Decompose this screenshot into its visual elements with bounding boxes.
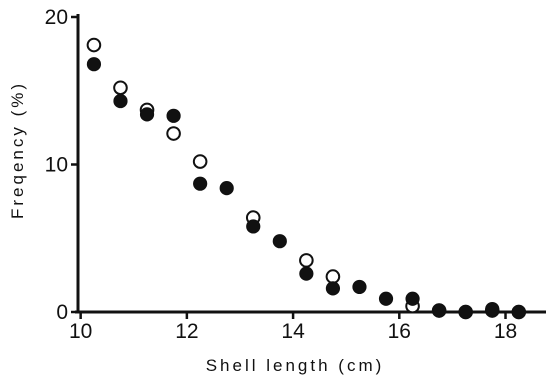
y-tick-label: 0 — [56, 301, 68, 324]
filled-circle-point — [432, 303, 447, 318]
filled-circle-point — [86, 57, 102, 72]
filled-circle-point — [378, 291, 394, 306]
y-tick-label: 20 — [45, 6, 68, 29]
filled-circle-point — [272, 234, 287, 249]
filled-circle-point — [193, 176, 208, 191]
data-points — [86, 37, 527, 320]
filled-circle-point — [325, 281, 341, 296]
filled-circle-point — [113, 93, 128, 109]
open-circle-point — [113, 80, 128, 96]
open-circle-point — [325, 269, 341, 284]
x-tick-label: 10 — [69, 320, 92, 343]
filled-circle-point — [511, 304, 526, 320]
filled-circle-point — [458, 304, 473, 320]
open-circle-point — [299, 253, 314, 268]
x-tick-label: 14 — [281, 320, 305, 343]
open-circle-point — [192, 154, 208, 169]
filled-circle-point — [246, 219, 261, 234]
filled-circle-point — [485, 301, 500, 317]
x-axis-label: Shell length (cm) — [206, 356, 385, 375]
filled-circle-point — [405, 291, 420, 306]
filled-circle-point — [166, 108, 181, 123]
filled-circle-point — [139, 107, 155, 122]
open-circle-point — [86, 37, 102, 53]
y-axis-label: Freqency (%) — [8, 81, 27, 219]
y-ticks: 0 10 20 — [45, 6, 78, 324]
filled-circle-point — [219, 181, 234, 196]
x-tick-label: 16 — [388, 320, 411, 343]
y-tick-label: 10 — [45, 154, 68, 177]
x-tick-label: 18 — [494, 320, 517, 343]
filled-circle-point — [299, 266, 314, 281]
x-ticks: 10 12 14 16 18 — [69, 312, 517, 343]
x-tick-label: 12 — [175, 320, 198, 343]
filled-circle-point — [352, 279, 367, 295]
open-circle-point — [166, 126, 181, 141]
